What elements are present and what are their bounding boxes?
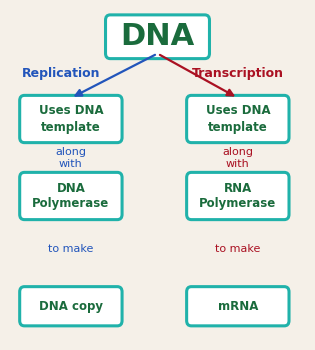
Text: Uses DNA
template: Uses DNA template (205, 105, 270, 133)
Text: along
with: along with (222, 147, 253, 169)
Text: DNA: DNA (120, 22, 195, 51)
Text: Replication: Replication (22, 67, 101, 80)
Text: DNA
Polymerase: DNA Polymerase (32, 182, 110, 210)
FancyBboxPatch shape (186, 95, 289, 143)
Text: Uses DNA
template: Uses DNA template (38, 105, 103, 133)
FancyBboxPatch shape (20, 95, 122, 143)
Text: mRNA: mRNA (218, 300, 258, 313)
Text: DNA copy: DNA copy (39, 300, 103, 313)
Text: RNA
Polymerase: RNA Polymerase (199, 182, 277, 210)
FancyBboxPatch shape (186, 287, 289, 326)
FancyBboxPatch shape (106, 15, 209, 58)
FancyBboxPatch shape (186, 172, 289, 220)
Text: to make: to make (48, 244, 94, 253)
Text: Transcription: Transcription (192, 67, 284, 80)
FancyBboxPatch shape (20, 172, 122, 220)
Text: along
with: along with (55, 147, 86, 169)
FancyBboxPatch shape (20, 287, 122, 326)
Text: to make: to make (215, 244, 261, 253)
